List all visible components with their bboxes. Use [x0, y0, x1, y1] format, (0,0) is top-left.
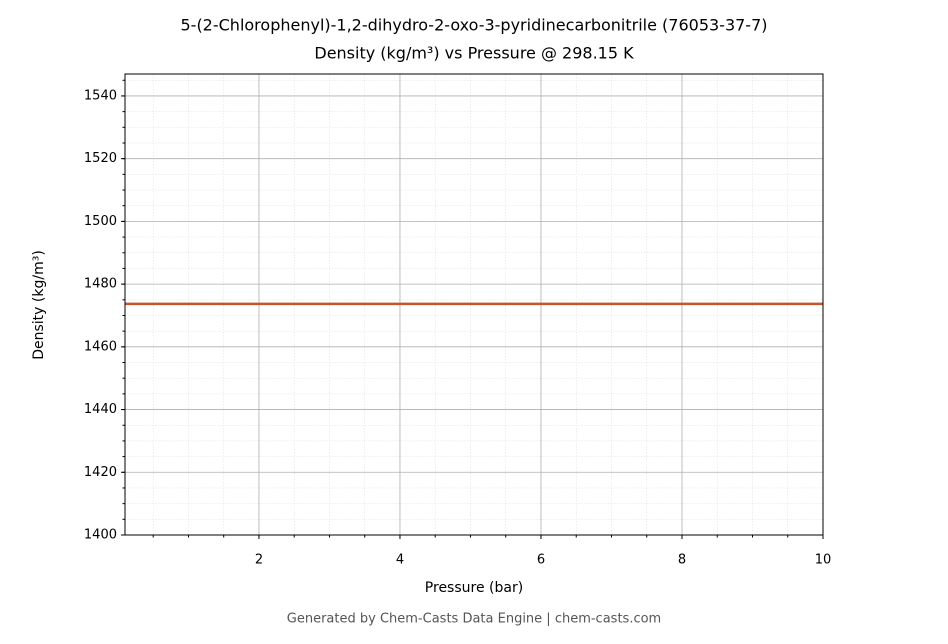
y-tick-label: 1400 [84, 528, 117, 543]
x-axis-label: Pressure (bar) [425, 580, 523, 596]
y-tick-label: 1520 [84, 151, 117, 166]
y-tick-label: 1420 [84, 465, 117, 480]
y-tick-label: 1540 [84, 88, 117, 103]
y-tick-label: 1500 [84, 214, 117, 229]
y-tick-label: 1440 [84, 402, 117, 417]
chart-title: 5-(2-Chlorophenyl)-1,2-dihydro-2-oxo-3-p… [180, 16, 767, 35]
x-tick-label: 10 [815, 553, 832, 568]
y-axis-label: Density (kg/m³) [31, 250, 47, 360]
x-tick-label: 4 [396, 553, 404, 568]
x-tick-label: 6 [537, 553, 545, 568]
x-tick-label: 8 [678, 553, 686, 568]
y-tick-label: 1460 [84, 339, 117, 354]
x-tick-label: 2 [255, 553, 263, 568]
footer: Generated by Chem-Casts Data Engine | ch… [287, 612, 661, 627]
y-tick-label: 1480 [84, 277, 117, 292]
plot-frame [124, 73, 824, 536]
chart-subtitle: Density (kg/m³) vs Pressure @ 298.15 K [314, 44, 634, 63]
